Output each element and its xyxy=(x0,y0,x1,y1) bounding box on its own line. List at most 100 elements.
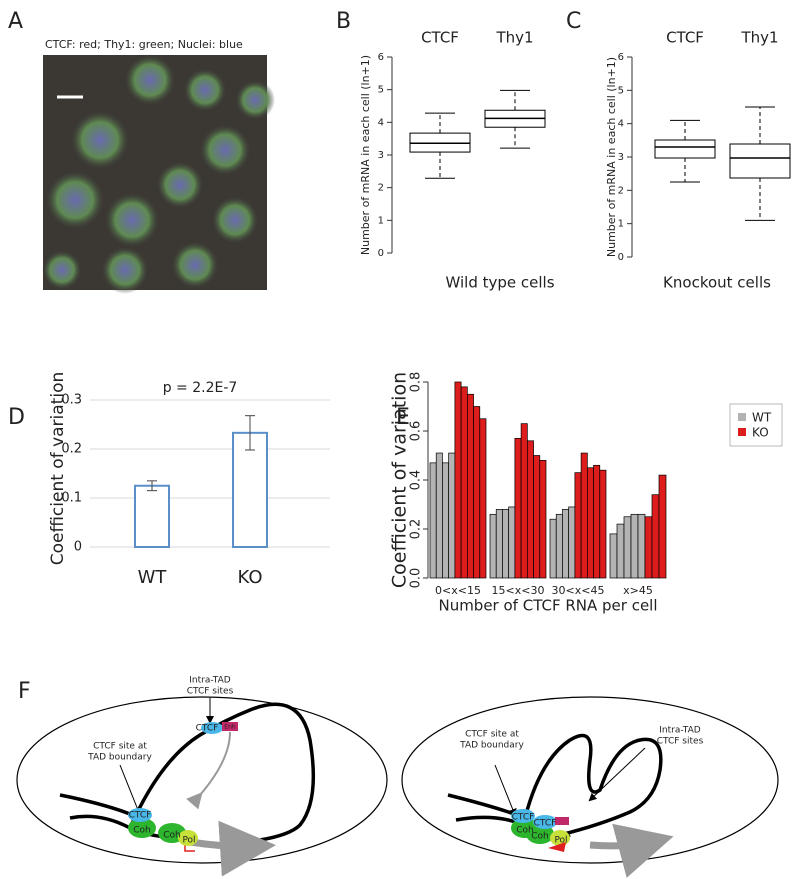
bar xyxy=(460,386,468,579)
bar xyxy=(539,460,547,579)
annotation: p = 2.2E-7 xyxy=(163,380,238,396)
y-tick-label: 0.6 xyxy=(409,421,424,442)
y-tick-label: 0.8 xyxy=(409,372,424,393)
y-axis-label: Number of mRNA in each cell (ln+1) xyxy=(359,55,372,255)
legend-label: KO xyxy=(752,426,769,440)
node-label: Coh xyxy=(163,831,181,841)
bar xyxy=(466,393,474,579)
node-label: CTCF xyxy=(534,819,557,829)
bar xyxy=(134,484,170,548)
bar xyxy=(609,533,618,579)
bar xyxy=(508,506,516,579)
bar xyxy=(593,464,601,579)
x-tick-label: 15<x<30 xyxy=(492,584,545,597)
node-label: Coh xyxy=(516,826,534,836)
y-tick-label: 1 xyxy=(378,215,384,226)
diagram-label: CTCF sites xyxy=(187,687,234,697)
legend-swatch xyxy=(738,428,746,436)
bar xyxy=(549,518,557,579)
bar xyxy=(442,462,450,579)
bar xyxy=(520,423,528,579)
x-axis-label: Knockout cells xyxy=(663,274,771,292)
y-tick-label: 0.1 xyxy=(61,491,82,506)
y-tick-label: 0 xyxy=(618,252,624,263)
y-tick-label: 0.2 xyxy=(61,442,82,457)
y-tick-label: 0.3 xyxy=(61,393,82,408)
bar xyxy=(232,431,268,548)
y-axis-label: Coefficient of variation xyxy=(389,372,411,588)
category-label: CTCF xyxy=(666,29,704,47)
bar xyxy=(489,513,497,579)
bar xyxy=(454,381,462,579)
node-label: CTCF xyxy=(196,724,219,734)
bar xyxy=(526,440,534,579)
y-tick-label: 3 xyxy=(378,150,384,161)
x-axis-label: Number of CTCF RNA per cell xyxy=(438,597,657,615)
box xyxy=(729,143,791,179)
panel-label: E xyxy=(396,405,410,430)
node-label: CTCF xyxy=(512,813,535,823)
y-tick-label: 2 xyxy=(378,183,384,194)
bar xyxy=(599,469,607,579)
bar xyxy=(495,509,503,579)
legend-box xyxy=(729,403,783,447)
y-tick-label: 5 xyxy=(618,85,624,96)
bar xyxy=(658,474,667,579)
diagram-label: CTCF sites xyxy=(657,737,704,747)
bar xyxy=(568,506,576,579)
y-tick-label: 6 xyxy=(618,52,624,63)
y-axis-label: Coefficient of variation xyxy=(48,372,68,566)
y-tick-label: 1 xyxy=(618,219,624,230)
bar xyxy=(637,513,646,579)
bar xyxy=(473,406,481,579)
bar xyxy=(514,438,522,579)
diagram-label: Intra-TAD xyxy=(659,726,700,736)
bar xyxy=(562,509,570,579)
node-label: Pol xyxy=(554,836,567,846)
microscopy-image xyxy=(42,54,275,294)
panel-label: A xyxy=(8,9,23,34)
x-axis-label: Wild type cells xyxy=(445,274,554,292)
bar xyxy=(533,455,541,579)
y-tick-label: 0.0 xyxy=(409,568,424,589)
diagram-label: Intra-TAD xyxy=(189,676,230,686)
y-tick-label: 4 xyxy=(378,117,384,128)
x-tick-label: 0<x<15 xyxy=(435,584,481,597)
diagram-label: TAD boundary xyxy=(459,741,524,751)
diagram xyxy=(16,696,779,878)
x-tick-label: KO xyxy=(238,567,263,588)
y-tick-label: 3 xyxy=(618,152,624,163)
y-tick-label: 0.4 xyxy=(409,470,424,491)
panel-label: C xyxy=(566,9,581,34)
y-tick-label: 0 xyxy=(74,540,82,555)
y-tick-label: 4 xyxy=(618,119,624,130)
bar xyxy=(479,418,487,579)
bar xyxy=(630,513,639,579)
panel-label: B xyxy=(336,9,351,34)
bar xyxy=(580,452,588,579)
bar xyxy=(616,523,625,579)
bar xyxy=(644,516,653,579)
bar xyxy=(623,516,632,579)
node-label: Coh xyxy=(531,832,549,842)
y-tick-label: 2 xyxy=(618,185,624,196)
category-label: Thy1 xyxy=(740,29,778,47)
bar xyxy=(574,472,582,579)
y-axis-label: Number of mRNA in each cell (ln+1) xyxy=(605,57,618,257)
x-tick-label: x>45 xyxy=(623,584,653,597)
diagram-label: CTCF site at xyxy=(93,742,147,752)
y-tick-label: 6 xyxy=(378,52,384,63)
bar xyxy=(435,452,443,579)
diagram-label: TAD boundary xyxy=(87,753,152,763)
legend-swatch xyxy=(738,413,746,421)
node-label: Pol xyxy=(182,836,195,846)
y-tick-label: 0.2 xyxy=(409,519,424,540)
category-label: Thy1 xyxy=(495,29,533,47)
bar xyxy=(502,509,510,579)
diagram-label: CTCF site at xyxy=(465,730,519,740)
node-label: CTCF xyxy=(129,811,152,821)
node-label: Enh xyxy=(224,724,236,731)
bar xyxy=(555,513,563,579)
y-tick-label: 5 xyxy=(378,85,384,96)
